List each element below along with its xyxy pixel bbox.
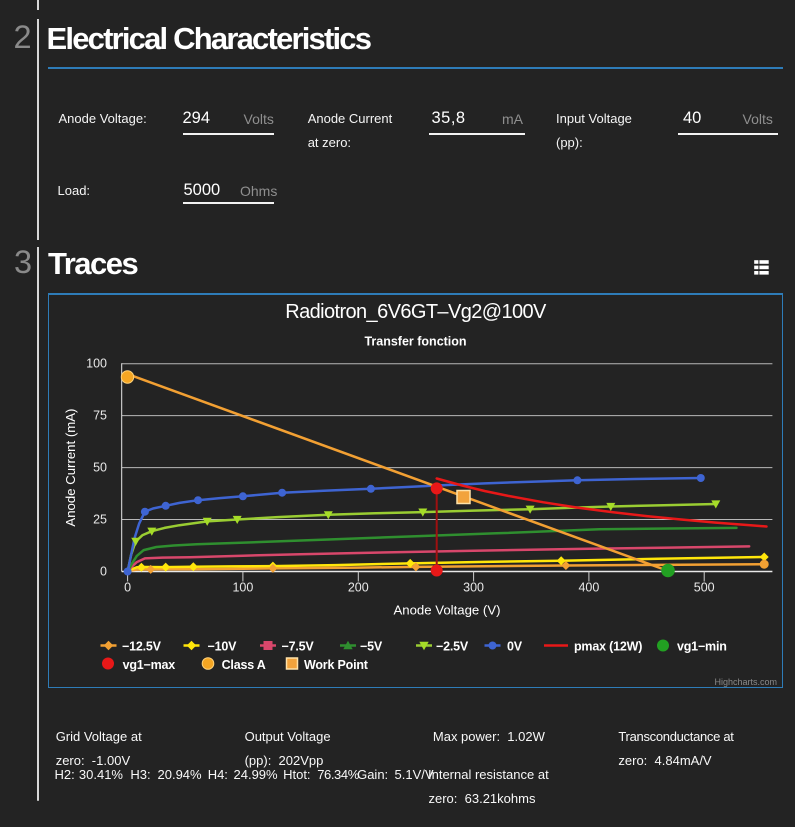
- svg-text:50: 50: [93, 461, 107, 475]
- svg-text:−10V: −10V: [208, 639, 238, 653]
- svg-text:0: 0: [100, 565, 107, 579]
- svg-text:0: 0: [124, 581, 131, 595]
- svg-text:vg1−min: vg1−min: [677, 639, 727, 653]
- svg-text:pmax (12W): pmax (12W): [574, 639, 642, 653]
- svg-text:−7.5V: −7.5V: [282, 639, 315, 653]
- svg-text:−12.5V: −12.5V: [122, 639, 162, 653]
- svg-text:100: 100: [232, 581, 253, 595]
- svg-text:0V: 0V: [507, 639, 523, 653]
- svg-text:200: 200: [348, 581, 369, 595]
- svg-text:Highcharts.com: Highcharts.com: [714, 677, 777, 687]
- svg-text:vg1−max: vg1−max: [123, 658, 176, 672]
- svg-text:Class A: Class A: [222, 658, 266, 672]
- svg-text:−2.5V: −2.5V: [436, 639, 469, 653]
- svg-text:−5V: −5V: [360, 639, 383, 653]
- svg-text:400: 400: [578, 581, 599, 595]
- svg-text:Anode Voltage (V): Anode Voltage (V): [393, 603, 500, 618]
- svg-text:Work Point: Work Point: [304, 658, 369, 672]
- svg-text:Radiotron_6V6GT–Vg2@100V: Radiotron_6V6GT–Vg2@100V: [285, 301, 547, 323]
- svg-text:Anode Current (mA): Anode Current (mA): [63, 409, 78, 527]
- svg-text:Transfer fonction: Transfer fonction: [364, 334, 466, 348]
- svg-text:25: 25: [93, 513, 107, 527]
- svg-text:100: 100: [86, 357, 107, 371]
- svg-text:300: 300: [463, 581, 484, 595]
- svg-text:75: 75: [93, 409, 107, 423]
- svg-text:500: 500: [694, 581, 715, 595]
